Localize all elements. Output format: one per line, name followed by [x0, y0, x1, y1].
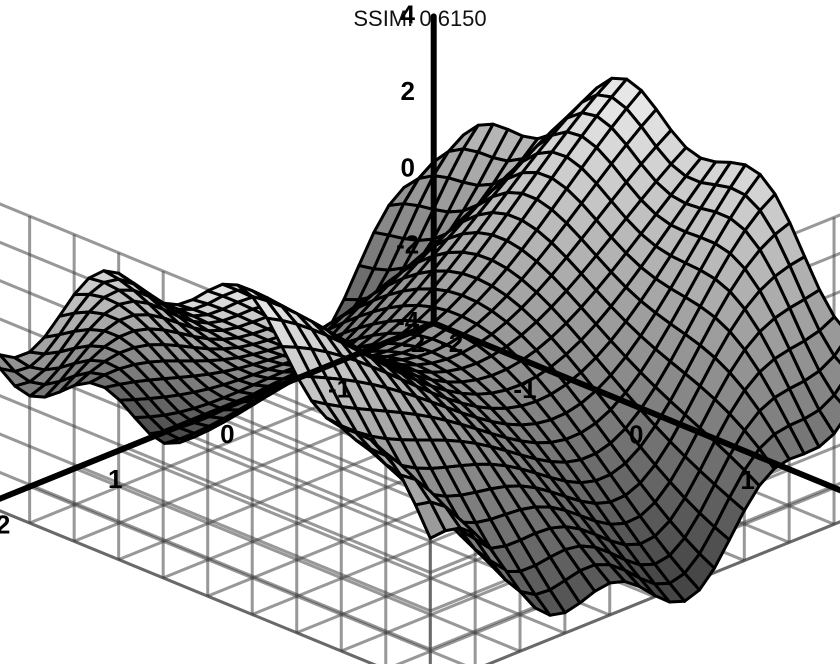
y-tick-label: 2 — [0, 510, 10, 540]
wall-grid-line — [0, 432, 431, 613]
wall-grid-line — [0, 509, 377, 664]
surface-patch — [413, 500, 447, 540]
x-tick-label: 1 — [740, 465, 754, 495]
x-tick-label: -1 — [513, 374, 536, 404]
y-tick-label: 0 — [220, 419, 234, 449]
wall-grid-line — [0, 470, 431, 651]
x-tick-label: 0 — [629, 420, 643, 450]
surface-mesh — [0, 76, 840, 617]
floor-grid-line — [29, 485, 466, 664]
chart-title: SSIM: 0.6150 — [353, 6, 487, 31]
z-tick-label: -4 — [396, 306, 420, 336]
y-tick-label: -1 — [328, 373, 351, 403]
axis-lines — [0, 13, 840, 502]
y-axis-line — [0, 320, 437, 502]
x-axis-line — [430, 320, 840, 494]
y-tick-label: -2 — [440, 328, 463, 358]
z-tick-label: 0 — [400, 153, 414, 183]
z-tick-label: 2 — [400, 76, 414, 106]
y-tick-label: 1 — [108, 464, 122, 494]
z-tick-label: 4 — [400, 0, 415, 29]
floor-grid-line — [74, 467, 521, 653]
wall-grid-line — [0, 394, 431, 574]
x-tick-label: -2 — [402, 328, 425, 358]
z-tick-label: -2 — [396, 229, 419, 259]
